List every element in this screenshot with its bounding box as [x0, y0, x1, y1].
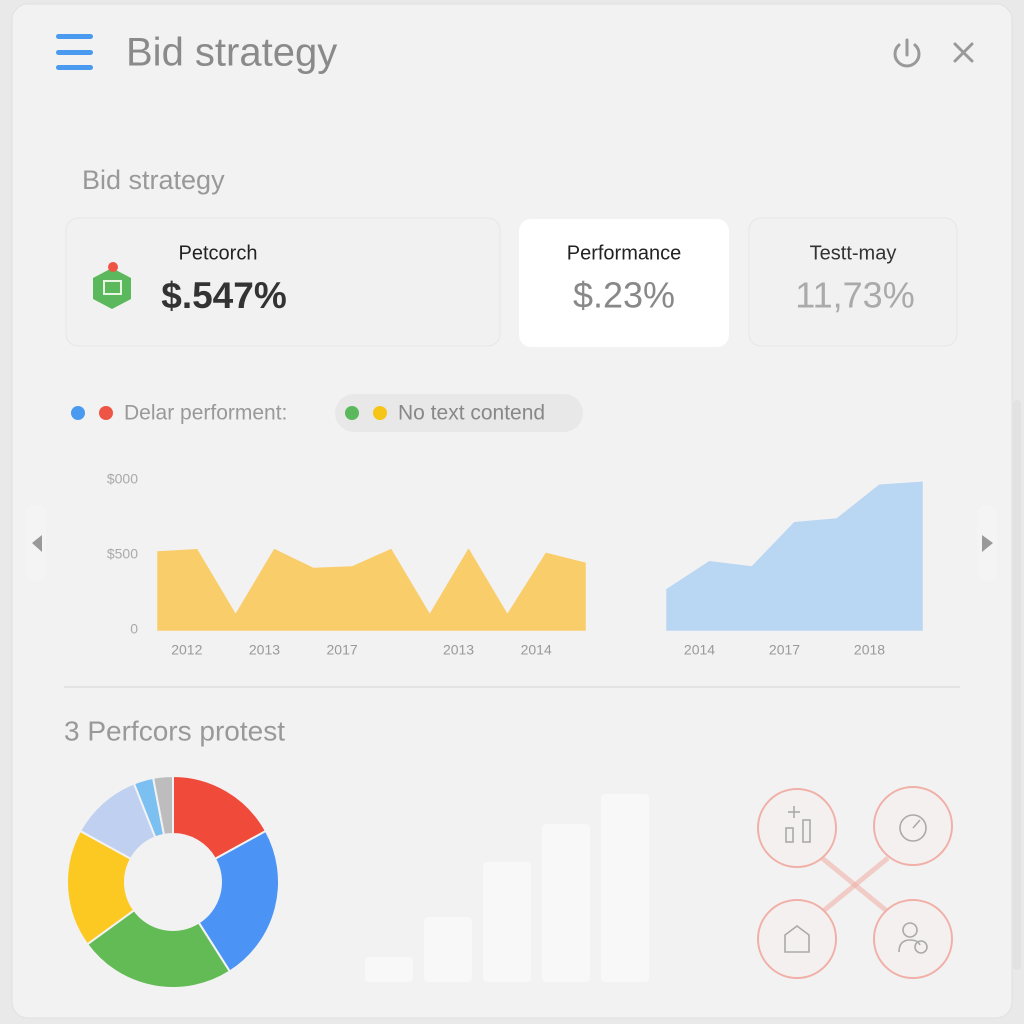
donut-segment [197, 829, 280, 973]
bar [483, 862, 531, 982]
legend-label: Delar performent: [124, 402, 287, 425]
card-icon [93, 262, 131, 309]
area [157, 548, 586, 631]
x-tick-label: 2013 [249, 642, 280, 658]
power-button[interactable] [893, 38, 921, 68]
x-tick-label: 2018 [854, 642, 885, 658]
card-label: Performance [567, 242, 682, 264]
header-title: Bid strategy [126, 31, 337, 75]
area [666, 481, 923, 631]
card-value: $.23% [573, 275, 675, 316]
card-label: Testt-may [810, 242, 897, 264]
close-button[interactable] [953, 42, 974, 63]
bar [601, 794, 649, 982]
card-value: $.547% [161, 275, 287, 316]
donut-segment [85, 908, 232, 989]
donut-segment [151, 774, 174, 837]
bar [365, 957, 413, 982]
prev-arrow [32, 535, 42, 552]
card-value: 11,73% [795, 275, 914, 316]
next-arrow [982, 535, 993, 552]
legend-dot [345, 406, 359, 420]
x-tick-label: 2017 [769, 642, 800, 658]
scrollbar[interactable] [1013, 400, 1021, 970]
card[interactable] [519, 219, 729, 347]
x-tick-label: 2014 [684, 642, 715, 658]
bar [424, 917, 472, 982]
section-title: 3 Perfcors protest [64, 715, 285, 746]
legend-pill[interactable] [335, 394, 583, 432]
action-icons [757, 786, 953, 979]
card[interactable] [748, 217, 958, 347]
donut-segment [172, 774, 268, 861]
card[interactable] [65, 217, 501, 347]
x-tick-label: 2013 [443, 642, 474, 658]
y-tick-label: 0 [130, 621, 138, 637]
x-tick-label: 2017 [327, 642, 358, 658]
legend-label: No text contend [398, 402, 545, 425]
menu-button[interactable] [56, 34, 93, 70]
x-tick-label: 2012 [171, 642, 202, 658]
x-tick-label: 2014 [521, 642, 552, 658]
legend-dot [99, 406, 113, 420]
section-title: Bid strategy [82, 165, 225, 195]
bar [542, 824, 590, 982]
legend-dot [373, 406, 387, 420]
legend-dot [71, 406, 85, 420]
card-label: Petcorch [179, 242, 258, 264]
y-tick-label: $000 [107, 471, 138, 487]
y-tick-label: $500 [107, 546, 138, 562]
